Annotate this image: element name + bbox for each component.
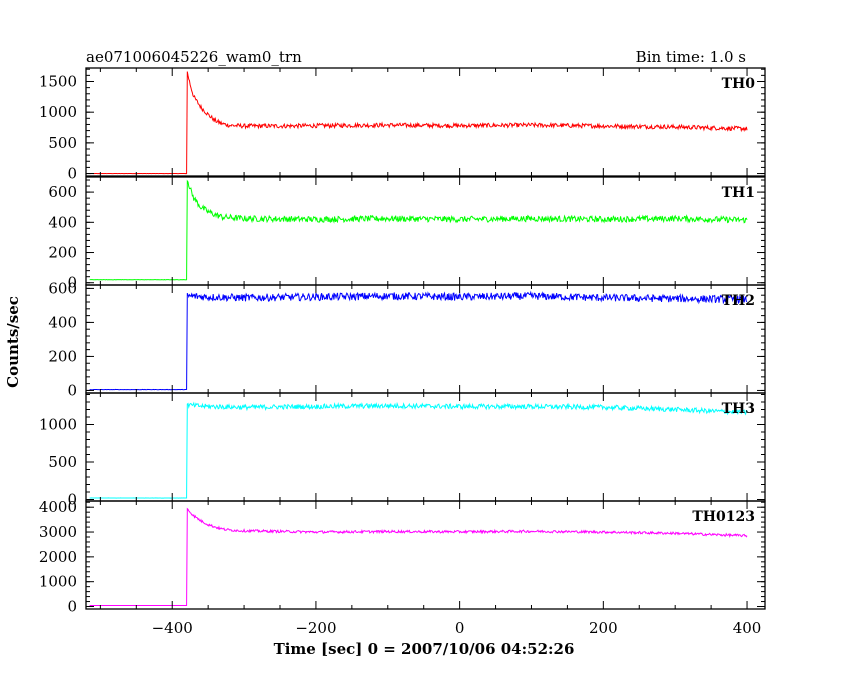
y-tick-label: 500 — [48, 453, 77, 471]
series-line-th1 — [89, 179, 748, 281]
y-axis-label: Counts/sec — [4, 296, 22, 388]
panel-frame — [85, 176, 766, 286]
chart-title: ae071006045226_wam0_trn — [86, 48, 302, 66]
panel-frame — [85, 500, 766, 610]
panel-th2: 0 200 400 600 TH2 — [48, 279, 766, 399]
series-line-th3 — [89, 401, 748, 499]
x-tick-label: 200 — [589, 619, 618, 637]
panel-label-th0123: TH0123 — [692, 509, 755, 525]
y-tick-label: 200 — [48, 347, 77, 365]
series-line-th0123 — [89, 507, 748, 607]
x-tick-label: 0 — [455, 619, 465, 637]
panel-th0123: 0 1000 2000 3000 4000 TH0123 — [39, 498, 766, 616]
y-tick-label: 600 — [48, 183, 77, 201]
series-line-th0 — [89, 71, 748, 175]
series-line-th2 — [89, 290, 748, 391]
panel-label-th2: TH2 — [722, 293, 755, 309]
y-tick-label: 400 — [48, 313, 77, 331]
y-tick-label: 1500 — [39, 73, 77, 91]
y-tick-label: 0 — [67, 274, 77, 292]
x-axis-label: Time [sec] 0 = 2007/10/06 04:52:26 — [274, 640, 575, 658]
y-tick-label: 200 — [48, 244, 77, 262]
panel-frame — [85, 284, 766, 394]
panel-th0: 0 500 1000 1500 TH0 — [39, 67, 766, 183]
y-tick-label: 400 — [48, 213, 77, 231]
y-tick-label: 4000 — [39, 498, 77, 516]
panel-th1: 0 200 400 600 TH1 — [48, 176, 766, 292]
y-tick-label: 0 — [67, 598, 77, 616]
x-tick-label: 400 — [733, 619, 762, 637]
y-tick-label: 2000 — [39, 548, 77, 566]
panel-label-th3: TH3 — [722, 401, 755, 417]
y-tick-label: 0 — [67, 381, 77, 399]
panels-group: 0 500 1000 1500 TH0 0 200 400 600 TH1 0 200 400 600 TH… — [39, 67, 766, 616]
y-tick-label: 3000 — [39, 523, 77, 541]
x-tick-label: −400 — [152, 619, 193, 637]
y-tick-label: 0 — [67, 491, 77, 509]
y-tick-label: 1000 — [39, 103, 77, 121]
y-tick-label: 600 — [48, 279, 77, 297]
y-tick-label: 0 — [67, 165, 77, 183]
panel-th3: 0 500 1000 TH3 — [39, 392, 766, 509]
panel-frame — [85, 67, 766, 177]
panel-label-th1: TH1 — [722, 185, 755, 201]
x-tick-label: −200 — [295, 619, 336, 637]
panel-label-th0: TH0 — [722, 76, 756, 92]
x-tick-labels: −400 −200 0 200 400 — [152, 619, 762, 637]
y-tick-label: 1000 — [39, 416, 77, 434]
bin-time-label: Bin time: 1.0 s — [636, 48, 746, 66]
y-tick-label: 500 — [48, 134, 77, 152]
y-tick-label: 1000 — [39, 573, 77, 591]
